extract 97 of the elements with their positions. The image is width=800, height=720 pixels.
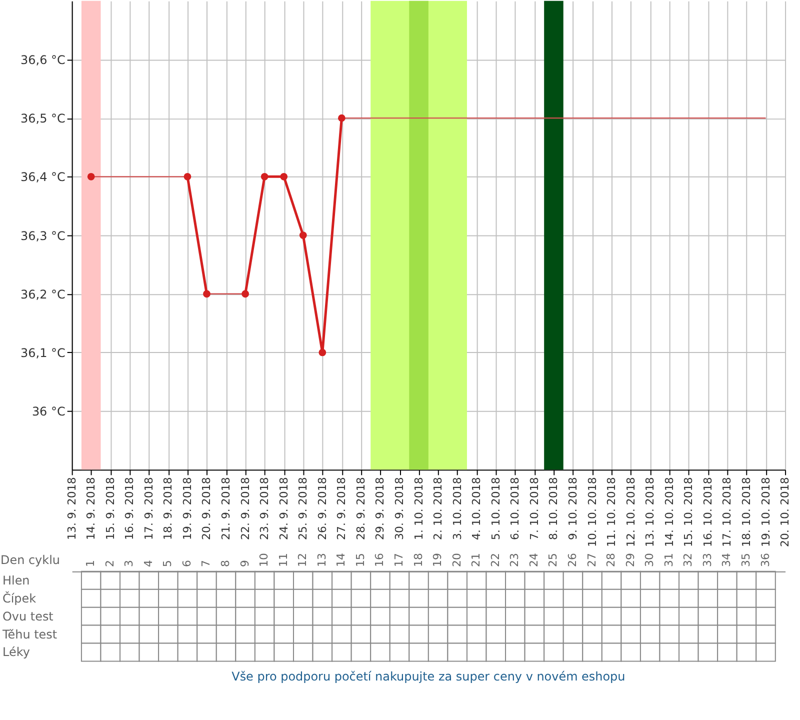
x-tick-label: 15 [354,552,367,567]
y-tick-label: Ovu test [2,609,54,624]
x-tick-label: 7 [200,560,213,567]
x-tick-label: 13. 10. 2018 [644,477,657,547]
x-tick-label: 4. 10. 2018 [470,477,484,540]
x-tick-label: 25 [546,552,560,567]
x-tick-label: 17 [392,552,406,567]
x-tick-label: 2 [103,560,116,567]
x-tick-label: 21 [470,552,483,567]
y-tick-label: 36,6 °C [20,52,66,67]
x-tick-label: 30. 9. 2018 [393,477,406,540]
x-tick-label: 21. 9. 2018 [220,477,233,540]
x-tick-label: 9 [238,560,252,567]
x-tick-label: 36 [758,552,772,567]
x-tick-label: 16. 10. 2018 [701,477,714,547]
x-tick-label: 9. 10. 2018 [566,477,580,540]
x-tick-label: 30 [643,552,656,567]
x-tick-label: 4 [142,560,155,567]
y-tick-label: Hlen [2,573,30,588]
y-tick-label: Těhu test [1,627,58,642]
point [318,348,326,356]
y-tick-label: Léky [2,645,30,660]
x-tick-label: 11. 10. 2018 [605,477,618,547]
x-tick-label: 19. 9. 2018 [180,477,194,540]
x-tick-label: 23. 9. 2018 [258,477,272,540]
x-tick-label: 28 [604,552,618,567]
x-tick-label: 3. 10. 2018 [450,477,464,540]
x-tick-label: 6 [180,560,194,567]
x-tick-label: 29 [624,552,637,567]
x-tick-label: 17. 10. 2018 [720,477,734,547]
x-tick-label: 26. 9. 2018 [316,477,329,540]
x-tick-label: 11 [276,552,290,567]
x-tick-label: 27 [585,552,598,567]
x-tick-label: 13 [315,552,328,567]
x-tick-label: 22. 9. 2018 [238,477,252,540]
point [87,172,95,180]
x-tick-label: 28. 9. 2018 [354,477,368,540]
x-tick-label: 23 [508,552,522,567]
x-tick-label: 18. 9. 2018 [162,477,175,540]
x-tick-label: 14 [334,552,348,567]
x-tick-label: 20. 9. 2018 [200,477,214,540]
x-tick-label: 15. 10. 2018 [682,477,696,547]
x-tick-label: 10 [258,552,271,567]
x-tick-label: 5 [161,560,174,567]
y-tick-label: 36,2 °C [20,287,66,302]
y-tick-label: 36,4 °C [20,170,66,184]
x-tick-label: 7. 10. 2018 [528,477,541,540]
x-tick-label: 22 [488,552,502,567]
point [299,232,307,239]
y-tick-label: Čípek [2,590,36,606]
x-tick-label: 8 [219,560,232,567]
x-tick-label: 19. 10. 2018 [759,477,772,547]
x-tick-label: 24. 9. 2018 [277,477,290,540]
x-tick-label: 25. 9. 2018 [296,477,310,540]
point [260,172,268,180]
point [242,290,250,298]
x-tick-label: 2. 10. 2018 [432,477,445,540]
x-tick-label: 16. 9. 2018 [123,477,136,540]
x-tick-label: 13. 9. 2018 [65,477,78,540]
x-tick-label: 18. 10. 2018 [740,477,753,547]
x-tick-label: 20 [450,552,464,567]
x-tick-label: 27. 9. 2018 [335,477,348,540]
point [203,290,210,298]
x-tick-label: 1 [84,560,98,567]
x-tick-label: 1. 10. 2018 [412,477,426,540]
x-tick-label: 18 [412,552,425,567]
x-tick-label: 24 [527,552,540,567]
x-tick-label: 14. 10. 2018 [662,477,676,547]
point [184,172,192,180]
x-tick-label: 26 [566,552,579,567]
y-tick-label: 36 °C [32,404,66,419]
x-tick-label: 31 [662,552,676,567]
point [338,114,346,122]
y-tick-label: 36,5 °C [20,112,66,126]
x-tick-label: 14. 9. 2018 [84,477,98,540]
x-tick-label: 5. 10. 2018 [489,477,502,540]
x-tick-label: 12 [296,552,310,567]
x-tick-label: 10. 10. 2018 [586,477,599,547]
text: Vše pro podporu početí nakupujte za super ceny v novém eshopu [232,670,626,684]
x-tick-label: 20. 10. 2018 [778,477,792,547]
x-tick-label: 17. 9. 2018 [142,477,156,540]
y-tick-label: 36,3 °C [20,228,66,243]
y-tick-label: 36,1 °C [20,346,66,360]
x-tick-label: 3 [122,560,136,567]
x-tick-label: 35 [739,552,752,567]
x-axis-title: Den cyklu [0,552,60,567]
x-tick-label: 12. 10. 2018 [624,477,638,547]
x-tick-label: 19 [431,552,444,567]
x-tick-label: 16 [373,552,386,567]
x-tick-label: 33 [700,552,714,567]
x-tick-label: 34 [720,552,734,567]
x-tick-label: 29. 9. 2018 [374,477,387,540]
x-tick-label: 8. 10. 2018 [547,477,560,540]
point [280,172,288,180]
x-tick-label: 32 [682,552,695,567]
x-tick-label: 6. 10. 2018 [508,477,522,540]
x-tick-label: 15. 9. 2018 [104,477,117,540]
